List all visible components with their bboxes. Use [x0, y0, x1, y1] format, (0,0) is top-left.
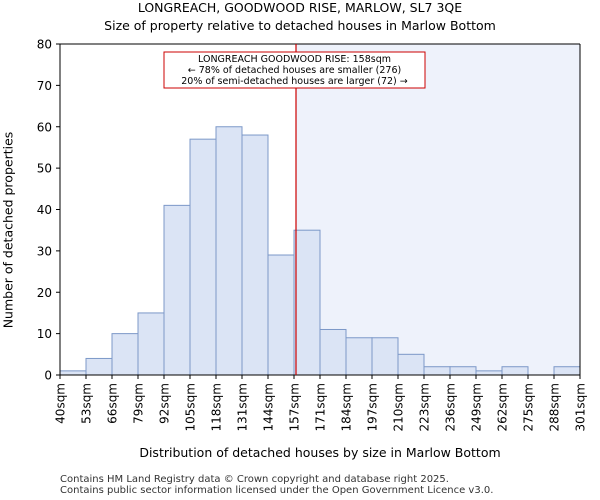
x-tick-label: 131sqm	[236, 383, 250, 431]
axes-group: 0 10 20 30 40 50 60 70 80 40sqm 53sqm 66sqm 79sqm 92s…	[37, 38, 588, 432]
bar-223sqm	[423, 366, 451, 376]
y-tick-label: 20	[37, 286, 52, 300]
y-tick-label: 10	[37, 327, 52, 341]
bar-105sqm	[189, 138, 217, 376]
x-tick-label: 79sqm	[132, 383, 146, 424]
y-axis-label: Number of detached properties	[0, 131, 16, 329]
y-tick-label: 50	[37, 162, 52, 176]
bar-288sqm	[553, 366, 581, 376]
x-tick-label: 184sqm	[340, 383, 354, 431]
footer-copyright: Contains HM Land Registry data © Crown c…	[60, 474, 449, 485]
x-tick-label: 40sqm	[54, 383, 68, 424]
annotation-box: LONGREACH GOODWOOD RISE: 158sqm ← 78% of…	[163, 51, 426, 89]
bar-66sqm	[111, 333, 139, 376]
bar-184sqm	[345, 337, 373, 376]
x-tick-label: 262sqm	[496, 383, 510, 431]
x-tick-label: 275sqm	[522, 383, 536, 431]
x-tick-label: 92sqm	[158, 383, 172, 424]
y-tick-label: 80	[37, 38, 52, 52]
bars-group	[59, 126, 581, 376]
x-tick-label: 157sqm	[288, 383, 302, 431]
annotation-line-2: ← 78% of detached houses are smaller (27…	[188, 65, 401, 76]
chart-subtitle: Size of property relative to detached ho…	[104, 18, 496, 33]
y-tick-label: 40	[37, 203, 52, 217]
y-tick-label: 30	[37, 244, 52, 258]
x-tick-label: 236sqm	[444, 383, 458, 431]
bar-53sqm	[85, 357, 113, 376]
y-tick-label: 70	[37, 79, 52, 93]
bar-79sqm	[137, 312, 165, 376]
bar-262sqm	[501, 366, 529, 376]
bar-144sqm	[267, 254, 295, 376]
annotation-line-3: 20% of semi-detached houses are larger (…	[181, 76, 408, 87]
x-tick-label: 66sqm	[106, 383, 120, 424]
x-tick-label: 288sqm	[548, 383, 562, 431]
bar-40sqm	[59, 370, 87, 376]
x-tick-label: 197sqm	[366, 383, 380, 431]
bar-210sqm	[397, 353, 425, 376]
bar-197sqm	[371, 337, 399, 376]
highlight-region	[296, 44, 580, 375]
bar-131sqm	[241, 134, 269, 376]
x-tick-label: 223sqm	[418, 383, 432, 431]
x-axis-label: Distribution of detached houses by size …	[139, 445, 501, 460]
bar-118sqm	[215, 126, 243, 376]
annotation-line-1: LONGREACH GOODWOOD RISE: 158sqm	[198, 54, 391, 65]
bar-236sqm	[449, 366, 477, 376]
x-tick-label: 249sqm	[470, 383, 484, 431]
footer-licence: Contains public sector information licen…	[60, 485, 494, 496]
bar-171sqm	[319, 328, 347, 376]
x-tick-label: 144sqm	[262, 383, 276, 431]
x-tick-label: 210sqm	[392, 383, 406, 431]
chart-title: LONGREACH, GOODWOOD RISE, MARLOW, SL7 3Q…	[137, 0, 463, 15]
y-tick-label: 0	[44, 369, 52, 383]
bar-92sqm	[163, 204, 191, 376]
x-tick-label: 171sqm	[314, 383, 328, 431]
x-tick-label: 301sqm	[574, 383, 588, 431]
bar-249sqm	[475, 370, 503, 376]
annotation-frame	[163, 51, 426, 89]
x-tick-label: 105sqm	[184, 383, 198, 431]
x-tick-label: 53sqm	[80, 383, 94, 424]
x-tick-label: 118sqm	[210, 383, 224, 431]
bar-157sqm	[293, 229, 321, 376]
y-tick-label: 60	[37, 120, 52, 134]
